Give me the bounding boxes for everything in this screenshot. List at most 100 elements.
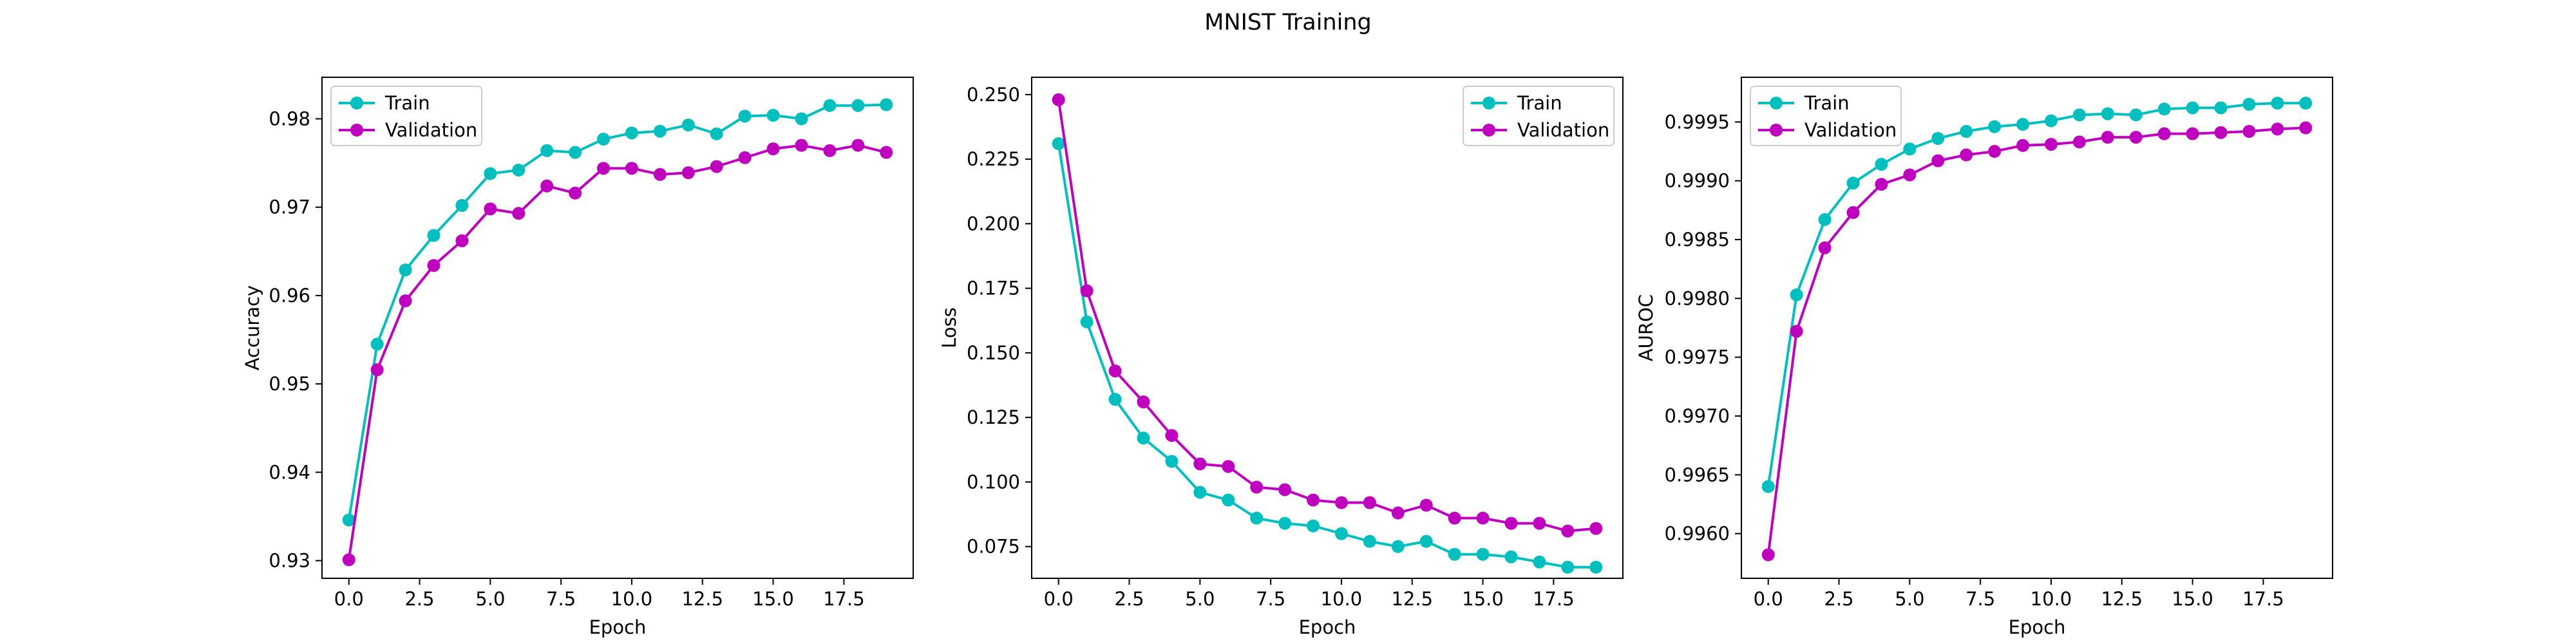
data-point-validation: [880, 146, 893, 159]
data-point-validation: [2214, 126, 2228, 139]
data-point-validation: [1278, 483, 1292, 497]
data-point-train: [2072, 108, 2086, 122]
x-tick-label: 12.5: [2101, 588, 2143, 610]
data-point-train: [370, 337, 384, 351]
y-tick-label: 0.100: [967, 471, 1020, 493]
data-point-validation: [540, 179, 554, 193]
data-point-train: [1561, 560, 1575, 574]
data-point-validation: [1960, 148, 1973, 162]
data-point-validation: [1052, 93, 1065, 106]
y-axis-label: Accuracy: [242, 285, 263, 370]
data-point-train: [1222, 493, 1235, 507]
legend-marker-train: [1770, 97, 1783, 109]
data-point-train: [2186, 101, 2199, 115]
data-point-train: [1903, 142, 1917, 156]
x-tick-label: 0.0: [334, 588, 364, 610]
data-point-train: [1818, 213, 1832, 226]
data-point-validation: [1108, 364, 1122, 377]
data-point-train: [455, 198, 469, 212]
data-point-train: [1931, 131, 1945, 145]
data-point-validation: [766, 142, 780, 156]
data-point-validation: [1080, 284, 1094, 298]
data-point-train: [2129, 108, 2143, 122]
legend: Train Validation: [330, 86, 482, 146]
data-point-train: [1080, 315, 1094, 328]
data-point-train: [427, 229, 440, 242]
data-point-validation: [1307, 493, 1320, 507]
data-point-validation: [427, 259, 440, 272]
legend: Train Validation: [1463, 86, 1615, 146]
y-tick-label: 0.93: [269, 550, 310, 572]
y-tick-label: 0.9990: [1665, 170, 1730, 192]
data-point-validation: [681, 166, 695, 180]
data-point-train: [880, 98, 893, 111]
x-tick-label: 2.5: [404, 588, 434, 610]
y-tick-label: 0.250: [967, 84, 1020, 106]
data-point-train: [710, 127, 723, 140]
data-point-validation: [710, 160, 723, 173]
data-point-train: [399, 263, 412, 277]
data-point-train: [2101, 107, 2114, 120]
x-tick-label: 15.0: [1462, 588, 1504, 610]
data-point-train: [625, 126, 638, 140]
y-axis-label: AUROC: [1635, 294, 1657, 361]
data-point-validation: [1988, 145, 2002, 158]
y-tick-label: 0.075: [967, 536, 1020, 558]
data-point-validation: [1419, 498, 1433, 512]
data-point-validation: [399, 294, 412, 308]
data-point-validation: [484, 202, 497, 216]
axes-frame: [321, 77, 914, 579]
y-tick-label: 0.125: [967, 406, 1020, 428]
data-point-train: [851, 99, 865, 112]
data-point-validation: [1561, 524, 1575, 538]
data-point-validation: [2242, 125, 2256, 138]
y-tick-label: 0.9970: [1665, 405, 1730, 427]
data-point-train: [795, 112, 808, 126]
data-point-validation: [1589, 522, 1603, 535]
y-tick-label: 0.9995: [1665, 111, 1730, 133]
y-tick-label: 0.96: [269, 285, 310, 307]
data-point-validation: [653, 167, 667, 181]
data-point-train: [2242, 98, 2256, 111]
data-point-validation: [2271, 122, 2284, 136]
data-point-validation: [1790, 325, 1803, 338]
x-axis-label: Epoch: [1299, 616, 1356, 638]
legend-marker-validation: [1770, 124, 1783, 137]
y-tick-label: 0.9975: [1665, 346, 1730, 368]
data-point-validation: [1250, 480, 1264, 494]
data-point-train: [681, 118, 695, 132]
data-point-validation: [1761, 548, 1775, 562]
data-point-train: [2214, 101, 2228, 115]
data-point-train: [823, 99, 837, 112]
data-point-train: [1790, 288, 1803, 301]
data-point-train: [738, 109, 752, 123]
data-point-train: [512, 164, 526, 177]
data-point-train: [1533, 555, 1546, 569]
chart-panel-3: 0.0 2.5 5.0 7.5 10.0 12.5 15.0 17.5 0.9960 0.9965…: [1635, 77, 2333, 638]
x-tick-label: 5.0: [1895, 588, 1924, 610]
figure-title: MNIST Training: [1204, 10, 1372, 35]
legend-label-validation: Validation: [1517, 119, 1609, 141]
data-point-validation: [2129, 131, 2143, 144]
data-point-validation: [1391, 506, 1405, 520]
data-point-validation: [625, 162, 638, 175]
data-point-train: [2157, 102, 2171, 116]
data-point-train: [1391, 540, 1405, 553]
legend-label-train: Train: [1804, 92, 1850, 114]
data-point-validation: [823, 144, 837, 157]
data-point-validation: [1875, 178, 1888, 191]
data-point-train: [1334, 527, 1348, 540]
legend-marker-train: [1482, 97, 1495, 109]
data-point-train: [653, 124, 667, 138]
data-point-train: [2271, 97, 2284, 110]
data-point-train: [1988, 120, 2002, 133]
data-point-validation: [1504, 516, 1518, 530]
data-point-train: [1307, 519, 1320, 533]
charts-container: 0.0 2.5 5.0 7.5 10.0 12.5 15.0 17.5 0.93 0.94 0.95…: [242, 77, 2333, 638]
data-point-validation: [2101, 131, 2114, 144]
data-point-train: [1137, 431, 1150, 445]
data-point-validation: [1931, 154, 1945, 167]
data-point-validation: [1476, 511, 1490, 525]
data-point-train: [484, 167, 497, 180]
legend-label-validation: Validation: [385, 119, 477, 141]
